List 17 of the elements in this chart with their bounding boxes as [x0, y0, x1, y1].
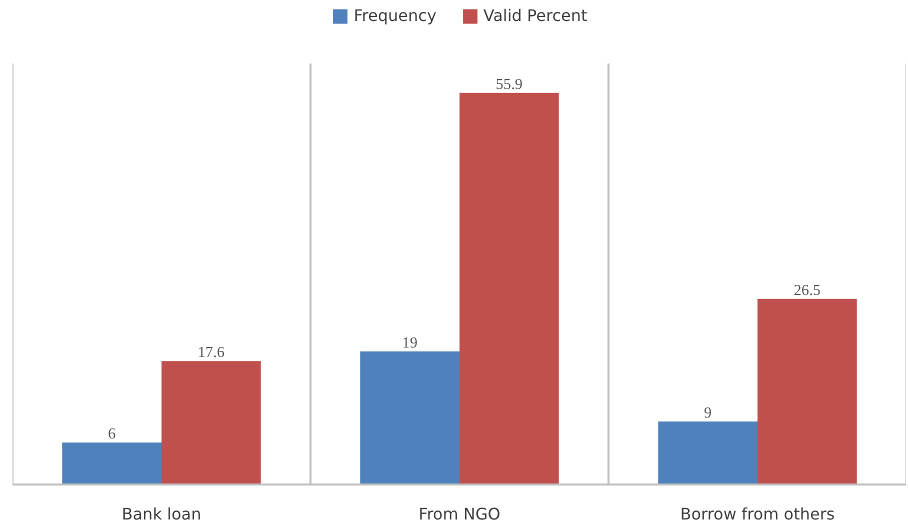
bar	[658, 421, 758, 484]
bar	[360, 351, 460, 484]
bar	[758, 298, 857, 484]
bar	[460, 92, 559, 484]
data-label: 17.6	[198, 344, 225, 362]
data-label: 6	[108, 425, 116, 442]
data-label: 9	[704, 404, 712, 422]
bar	[62, 442, 162, 484]
x-tick-label: From NGO	[418, 504, 500, 524]
data-label: 55.9	[496, 76, 523, 93]
data-label: 19	[402, 334, 418, 352]
data-label: 26.5	[794, 282, 821, 299]
legend-label: Frequency	[354, 6, 436, 25]
legend-label: Valid Percent	[483, 6, 588, 25]
bar	[162, 361, 261, 484]
x-tick-label: Bank loan	[122, 504, 202, 524]
x-tick-label: Borrow from others	[680, 504, 835, 524]
